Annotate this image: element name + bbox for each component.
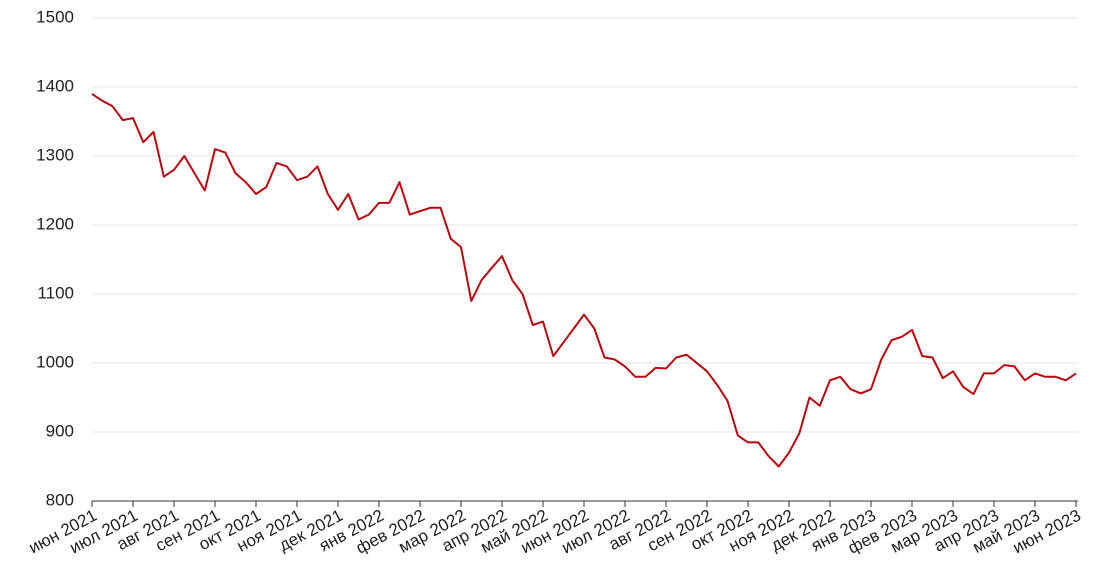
line-series [91,93,1077,468]
y-tick-label: 1100 [37,283,74,302]
y-tick-label: 1400 [36,76,74,95]
y-tick-label: 1500 [36,7,74,26]
y-tick-label: 1200 [36,214,74,233]
y-tick-label: 900 [46,421,74,440]
y-tick-label: 800 [46,490,74,509]
y-tick-label: 1300 [36,145,74,164]
y-tick-label: 1000 [36,352,74,371]
